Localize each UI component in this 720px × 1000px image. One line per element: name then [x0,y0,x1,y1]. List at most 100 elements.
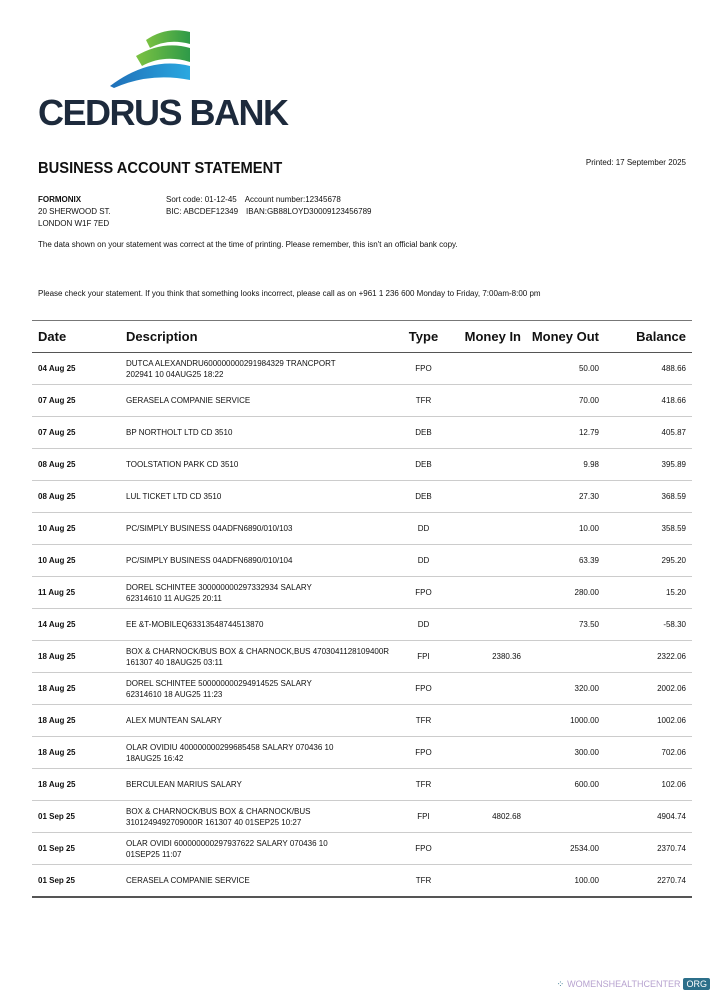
description-cell: BERCULEAN MARIUS SALARY [126,768,396,801]
contact-note: Please check your statement. If you thin… [38,289,541,298]
description-cell: PC/SIMPLY BUSINESS 04ADFN6890/010/104 [126,544,396,577]
date-cell: 08 Aug 25 [32,480,126,513]
balance-cell: 418.66 [599,384,692,417]
money-out-cell: 9.98 [521,448,599,481]
date-cell: 18 Aug 25 [32,672,126,705]
date-cell: 18 Aug 25 [32,736,126,769]
money-in-cell [451,448,521,481]
money-out-cell: 10.00 [521,512,599,545]
type-cell: DEB [396,448,451,481]
date-cell: 01 Sep 25 [32,800,126,833]
col-date: Date [32,320,126,353]
description-line: EE &T-MOBILEQ63313548744513870 [126,620,264,629]
description-cell: ALEX MUNTEAN SALARY [126,704,396,737]
date-cell: 10 Aug 25 [32,512,126,545]
type-cell: FPI [396,800,451,833]
table-row: 18 Aug 25 BERCULEAN MARIUS SALARY TFR 600.0… [32,768,692,801]
address-line: LONDON W1F 7ED [38,219,110,228]
description-line: 18AUG25 16:42 [126,753,184,763]
description-line: CERASELA COMPANIE SERVICE [126,876,250,885]
money-out-cell [521,640,599,673]
money-in-cell [451,832,521,865]
type-cell: FPO [396,576,451,609]
money-in-cell [451,576,521,609]
date-cell: 08 Aug 25 [32,448,126,481]
description-line: ALEX MUNTEAN SALARY [126,716,222,725]
balance-cell: 2370.74 [599,832,692,865]
money-in-cell [451,608,521,641]
description-line: OLAR OVIDI 600000000297937622 SALARY 070… [126,838,328,848]
money-out-cell: 320.00 [521,672,599,705]
money-in-cell: 4802.68 [451,800,521,833]
table-row: 01 Sep 25 CERASELA COMPANIE SERVICE TFR 100… [32,864,692,898]
col-money-in: Money In [451,320,521,353]
table-row: 18 Aug 25 DOREL SCHINTEE 5000000002949145… [32,672,692,705]
description-line: OLAR OVIDIU 400000000299685458 SALARY 07… [126,742,334,752]
type-cell: TFR [396,384,451,417]
customer-name: FORMONIX [38,195,82,204]
description-cell: BP NORTHOLT LTD CD 3510 [126,416,396,449]
description-cell: DOREL SCHINTEE 300000000297332934 SALARY… [126,576,396,609]
balance-cell: 702.06 [599,736,692,769]
table-row: 18 Aug 25 ALEX MUNTEAN SALARY TFR 1000.00 10… [32,704,692,737]
money-out-cell: 70.00 [521,384,599,417]
money-out-cell [521,800,599,833]
money-in-cell [451,512,521,545]
balance-cell: 1002.06 [599,704,692,737]
type-cell: TFR [396,704,451,737]
watermark: ⁘ WOMENSHEALTHCENTER ORG [557,978,710,990]
description-cell: DOREL SCHINTEE 500000000294914525 SALARY… [126,672,396,705]
description-line: BP NORTHOLT LTD CD 3510 [126,428,233,437]
customer-address: FORMONIX 20 SHERWOOD ST. LONDON W1F 7ED [38,194,111,230]
description-cell: BOX & CHARNOCK/BUS BOX & CHARNOCK,BUS 47… [126,640,396,673]
balance-cell: 358.59 [599,512,692,545]
table-row: 11 Aug 25 DOREL SCHINTEE 3000000002973329… [32,576,692,609]
description-line: 202941 10 04AUG25 18:22 [126,369,224,379]
description-line: DOREL SCHINTEE 300000000297332934 SALARY [126,582,312,592]
table-row: 18 Aug 25 BOX & CHARNOCK/BUS BOX & CHARNO… [32,640,692,673]
table-header: Date Description Type Money In Money Out… [32,320,692,353]
date-cell: 18 Aug 25 [32,768,126,801]
description-cell: OLAR OVIDI 600000000297937622 SALARY 070… [126,832,396,865]
description-line: BOX & CHARNOCK/BUS BOX & CHARNOCK,BUS 47… [126,646,390,656]
description-line: PC/SIMPLY BUSINESS 04ADFN6890/010/104 [126,556,293,565]
description-cell: OLAR OVIDIU 400000000299685458 SALARY 07… [126,736,396,769]
description-line: LUL TICKET LTD CD 3510 [126,492,222,501]
type-cell: DEB [396,416,451,449]
printed-date: Printed: 17 September 2025 [585,158,686,167]
balance-cell: -58.30 [599,608,692,641]
description-line: GERASELA COMPANIE SERVICE [126,396,251,405]
type-cell: FPO [396,672,451,705]
money-out-cell: 100.00 [521,864,599,898]
cedrus-bank-logo-icon [110,30,190,88]
type-cell: TFR [396,768,451,801]
date-cell: 14 Aug 25 [32,608,126,641]
sort-code: Sort code: 01-12-45 [166,195,237,204]
dots-icon: ⁘ [556,978,565,989]
table-row: 10 Aug 25 PC/SIMPLY BUSINESS 04ADFN6890/0… [32,512,692,545]
transactions-table: Date Description Type Money In Money Out… [32,320,692,898]
table-row: 08 Aug 25 TOOLSTATION PARK CD 3510 DEB 9.98… [32,448,692,481]
money-in-cell [451,480,521,513]
money-in-cell [451,736,521,769]
description-line: DUTCA ALEXANDRU600000000291984329 TRANCP… [126,358,336,368]
type-cell: FPO [396,736,451,769]
type-cell: TFR [396,864,451,898]
description-line: 62314610 11 AUG25 20:11 [126,593,222,603]
table-row: 08 Aug 25 LUL TICKET LTD CD 3510 DEB 27.30 3… [32,480,692,513]
description-cell: CERASELA COMPANIE SERVICE [126,864,396,898]
bank-name: CEDRUS BANK [38,92,289,133]
iban: IBAN:GB88LOYD30009123456789 [246,207,372,216]
bic: BIC: ABCDEF12349 [166,207,239,216]
money-in-cell [451,864,521,898]
money-in-cell [451,416,521,449]
balance-cell: 2002.06 [599,672,692,705]
date-cell: 01 Sep 25 [32,864,126,898]
type-cell: FPO [396,832,451,865]
money-out-cell: 300.00 [521,736,599,769]
description-line: BERCULEAN MARIUS SALARY [126,780,242,789]
money-in-cell [451,352,521,385]
date-cell: 04 Aug 25 [32,352,126,385]
description-line: 01SEP25 11:07 [126,849,182,859]
accuracy-note: The data shown on your statement was cor… [38,240,458,249]
